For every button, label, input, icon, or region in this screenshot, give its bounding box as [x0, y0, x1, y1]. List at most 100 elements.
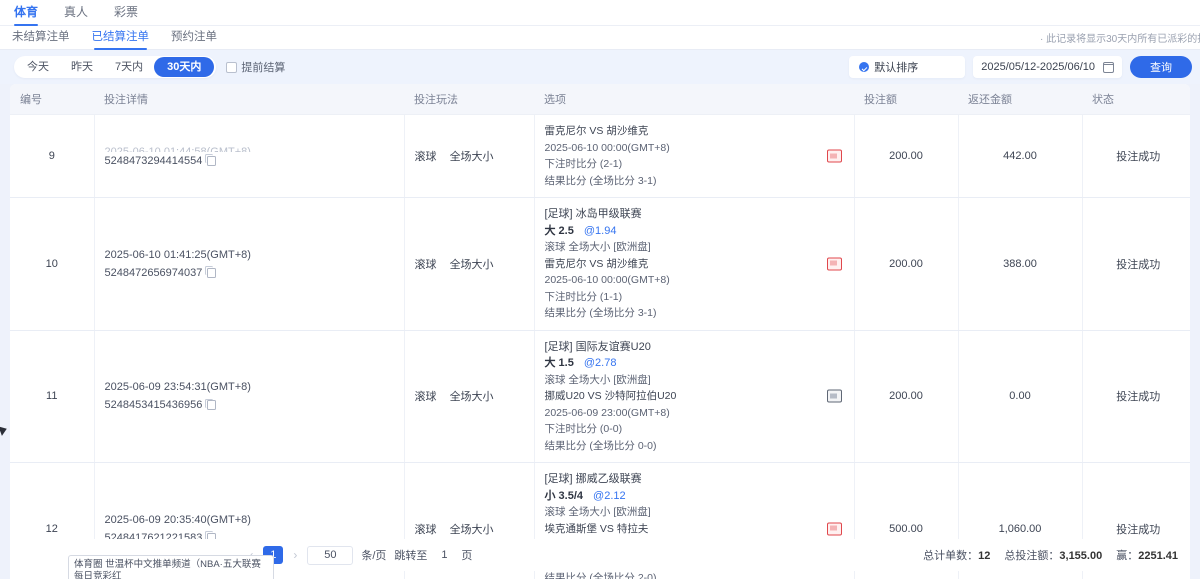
table-row[interactable]: 10 2025-06-10 01:41:25(GMT+8) 5248472656…	[10, 197, 1190, 331]
option-match-time: 2025-06-10 00:00(GMT+8)	[544, 274, 670, 286]
sub-tab-unsettled[interactable]: 未结算注单	[12, 30, 70, 43]
option-market-line: 滚球 全场大小 [欧洲盘]	[544, 506, 651, 518]
option-market-line: 滚球 全场大小 [欧洲盘]	[544, 373, 651, 386]
jump-to-unit: 页	[461, 550, 473, 562]
segment-7days[interactable]: 7天内	[115, 61, 144, 73]
bet-placed-time: 2025-06-09 20:35:40(GMT+8)	[104, 513, 251, 526]
option-block: [足球] 冰岛甲级联赛大 2.5 @1.94 滚球 全场大小 [欧洲盘] 雷克尼尔 V…	[545, 206, 844, 322]
mouse-cursor	[0, 424, 9, 436]
option-league: [足球] 冰岛甲级联赛	[544, 208, 642, 220]
bet-id: 5248472656974037	[104, 266, 203, 279]
tv-icon[interactable]	[826, 149, 842, 163]
copy-icon[interactable]	[205, 154, 217, 166]
bet-id: 5248473294414554	[104, 154, 203, 167]
bets-table: 编号 投注详情 投注玩法 选项 投注额 返还金额 状态 9 2025-06-10…	[10, 84, 1190, 579]
option-teams: 雷克尼尔 VS 胡沙维克	[544, 257, 649, 270]
option-teams: 雷克尼尔 VS 胡沙维克	[544, 125, 649, 137]
tv-icon[interactable]	[826, 522, 842, 536]
cell-row-no: 10	[10, 197, 95, 331]
product-tab-live-casino[interactable]: 真人	[64, 4, 89, 19]
cell-return: 388.00	[958, 197, 1083, 331]
option-market-line: 滚球 全场大小 [欧洲盘]	[544, 241, 651, 253]
segment-today[interactable]: 今天	[27, 61, 49, 73]
sub-tabs: 未结算注单 已结算注单 预约注单	[0, 26, 1200, 50]
play-market: 全场大小	[449, 258, 494, 271]
sub-tab-settled[interactable]: 已结算注单	[92, 26, 149, 50]
cell-option: 雷克尼尔 VS 胡沙维克 2025-06-10 00:00(GMT+8) 下注时比分…	[534, 114, 855, 198]
header-return: 返还金额	[958, 84, 1082, 115]
tv-icon[interactable]	[826, 389, 842, 403]
pagination-next[interactable]: ›	[293, 548, 298, 562]
bet-id-row: 5248453415436956	[105, 396, 394, 414]
header-amount: 投注额	[854, 84, 958, 115]
page-size-select[interactable]: 50	[307, 545, 354, 565]
bet-id-row: 5248472656974037	[105, 264, 394, 282]
table-row[interactable]: 9 2025-06-10 01:44:58(GMT+8) 52484732944…	[10, 114, 1190, 198]
bet-placed-time: 2025-06-10 01:41:25(GMT+8)	[104, 248, 251, 261]
segment-yesterday[interactable]: 昨天	[71, 61, 93, 73]
sort-select[interactable]: 默认排序	[849, 56, 966, 78]
cell-bet-detail: 2025-06-10 01:41:25(GMT+8) 5248472656974…	[94, 197, 405, 331]
total-stake-label: 总投注额：	[1004, 550, 1060, 562]
play-market: 全场大小	[449, 523, 494, 536]
product-tab-sports[interactable]: 体育	[14, 0, 39, 26]
total-count-value: 12	[978, 550, 991, 562]
early-settlement-label: 提前结算	[241, 62, 286, 74]
cell-stake: 200.00	[854, 114, 959, 198]
copy-icon[interactable]	[205, 398, 217, 411]
segment-30days[interactable]: 30天内	[154, 57, 215, 77]
play-type: 滚球	[414, 151, 437, 163]
play-type: 滚球	[414, 523, 437, 536]
cell-stake: 200.00	[854, 197, 959, 331]
promo-toast[interactable]: 体育圈 世温杯中文推单频道（NBA·五大联赛每日竞彩红 单推荐）👈 /12512…	[68, 555, 274, 579]
option-bet-score: 下注时比分 (2-1)	[544, 158, 623, 170]
date-range-picker[interactable]: 2025/05/12-2025/06/10	[973, 56, 1122, 78]
play-market: 全场大小	[449, 391, 494, 404]
header-option: 选项	[534, 84, 854, 115]
option-teams: 挪威U20 VS 沙特阿拉伯U20	[544, 390, 677, 402]
bet-id: 5248453415436956	[104, 399, 203, 412]
cell-status: 投注成功	[1082, 330, 1190, 463]
filter-bar: 今天 昨天 7天内 30天内 提前结算 默认排序 2025/05/12-2025…	[0, 50, 1200, 84]
option-result-score: 结果比分 (全场比分 3-1)	[544, 307, 657, 319]
cell-option: [足球] 国际友谊赛U20 大 1.5 @2.78 滚球 全场大小 [欧洲盘] 挪威U2…	[534, 330, 855, 463]
page-size-label: 条/页	[361, 550, 387, 562]
promo-toast-line1: 体育圈 世温杯中文推单频道（NBA·五大联赛每日竞彩红	[74, 559, 261, 579]
sort-select-value: 默认排序	[874, 62, 919, 74]
bet-id-row: 5248473294414554	[105, 152, 394, 170]
header-status: 状态	[1082, 84, 1190, 115]
option-league: [足球] 国际友谊赛U20	[544, 340, 651, 353]
total-count-label: 总计单数：	[923, 550, 979, 562]
option-odds: @2.78	[583, 357, 617, 369]
cell-option: [足球] 冰岛甲级联赛大 2.5 @1.94 滚球 全场大小 [欧洲盘] 雷克尼尔 V…	[534, 197, 855, 331]
table-row[interactable]: 11 2025-06-09 23:54:31(GMT+8) 5248453415…	[10, 330, 1190, 463]
cell-return: 0.00	[958, 330, 1083, 463]
header-no: 编号	[10, 84, 94, 115]
copy-icon[interactable]	[205, 266, 217, 278]
search-button[interactable]: 查询	[1130, 56, 1192, 78]
footer-totals: 总计单数：12 总投注额：3,155.00 赢：2251.41	[923, 547, 1178, 563]
cell-play-type: 滚球 全场大小	[404, 197, 535, 331]
option-result-score: 结果比分 (全场比分 2-0)	[544, 572, 657, 579]
jump-to-input[interactable]: 1	[441, 549, 448, 561]
option-block: [足球] 国际友谊赛U20 大 1.5 @2.78 滚球 全场大小 [欧洲盘] 挪威U2…	[545, 339, 844, 455]
table-header-row: 编号 投注详情 投注玩法 选项 投注额 返还金额 状态	[10, 84, 1190, 115]
bet-placed-time: 2025-06-10 01:44:58(GMT+8)	[104, 145, 251, 152]
header-play: 投注玩法	[404, 84, 534, 115]
cell-row-no: 9	[10, 114, 95, 198]
option-odds: @1.94	[583, 224, 617, 237]
sub-tab-reserved[interactable]: 预约注单	[171, 30, 217, 43]
bets-table-body: 9 2025-06-10 01:44:58(GMT+8) 52484732944…	[10, 114, 1190, 579]
product-tab-lottery[interactable]: 彩票	[114, 4, 139, 19]
tv-icon[interactable]	[826, 257, 842, 271]
cell-bet-detail: 2025-06-09 23:54:31(GMT+8) 5248453415436…	[94, 330, 405, 463]
date-range-value: 2025/05/12-2025/06/10	[981, 61, 1095, 73]
option-result-score: 结果比分 (全场比分 0-0)	[544, 439, 657, 452]
total-win-label: 赢：	[1116, 550, 1139, 562]
early-settlement-checkbox[interactable]: 提前结算	[226, 59, 285, 75]
header-detail: 投注详情	[94, 84, 404, 115]
cell-bet-detail: 2025-06-10 01:44:58(GMT+8) 5248473294414…	[94, 114, 405, 198]
total-win-value: 2251.41	[1138, 550, 1178, 562]
cell-stake: 200.00	[854, 330, 959, 463]
